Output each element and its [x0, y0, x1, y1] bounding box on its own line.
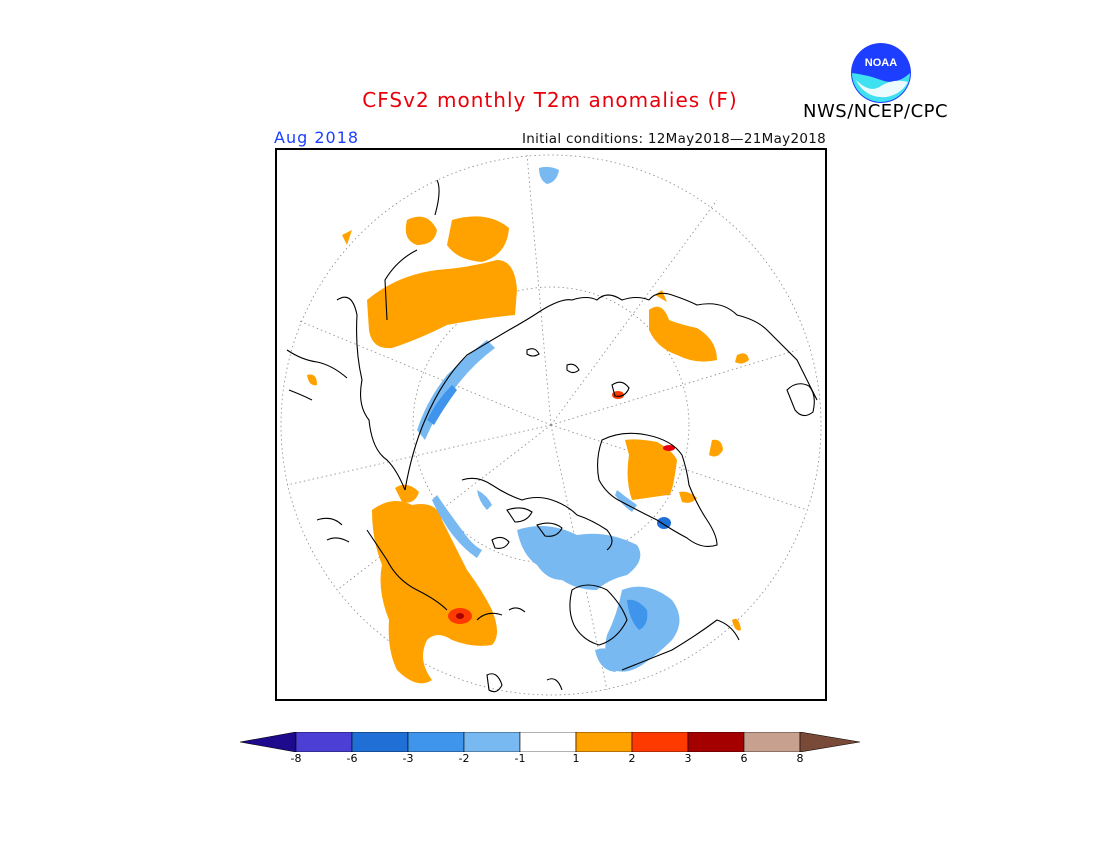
colorbar-label: -2: [458, 752, 470, 765]
colorbar-segment-lt-8: [240, 732, 297, 752]
coastlines: [286, 179, 818, 693]
agency-label: NWS/NCEP/CPC: [803, 101, 949, 122]
colorbar-labels: -8 -6 -3 -2 -1 1 2 3 6 8: [240, 752, 860, 768]
valid-month-label: Aug 2018: [274, 128, 360, 147]
colorbar-segment-neg6-neg3: [351, 732, 409, 752]
colorbar-segment-6-8: [743, 732, 801, 752]
colorbar-label: -8: [290, 752, 302, 765]
colorbar-segment-3-6: [687, 732, 745, 752]
cool-anomaly-regions: [417, 166, 680, 672]
colorbar-segment-gt-8: [799, 732, 860, 752]
colorbar-label: 3: [684, 752, 692, 765]
colorbar-label: 1: [572, 752, 580, 765]
svg-text:NOAA: NOAA: [865, 57, 897, 69]
colorbar-label: -1: [514, 752, 526, 765]
initial-conditions-label: Initial conditions: 12May2018—21May2018: [521, 131, 826, 147]
polar-map: [275, 148, 827, 701]
colorbar-segment-neg1-1: [519, 732, 577, 752]
colorbar-label: 8: [796, 752, 804, 765]
colorbar-segment-neg2-neg1: [463, 732, 521, 752]
colorbar-segment-2-3: [631, 732, 689, 752]
noaa-logo-icon: NOAA: [851, 43, 911, 103]
map-title: CFSv2 monthly T2m anomalies (F): [362, 88, 738, 112]
warm-anomaly-regions: [307, 216, 749, 684]
colorbar-segment-1-2: [575, 732, 633, 752]
cold-anomaly-cores: [427, 385, 671, 630]
colorbar-label: 2: [628, 752, 636, 765]
colorbar: [240, 732, 860, 752]
colorbar-label: -3: [402, 752, 414, 765]
map-gridlines: [280, 154, 822, 696]
colorbar-label: -6: [346, 752, 358, 765]
colorbar-segment-neg3-neg2: [407, 732, 465, 752]
polar-map-canvas: [280, 154, 822, 696]
hot-anomaly-spots: [448, 391, 675, 624]
colorbar-segment-neg8-neg6: [295, 732, 353, 752]
colorbar-label: 6: [740, 752, 748, 765]
